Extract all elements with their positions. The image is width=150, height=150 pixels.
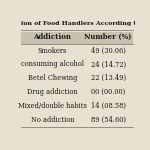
Text: Smokers: Smokers [38, 46, 67, 55]
Bar [21, 99, 133, 113]
Text: 00 (00.00): 00 (00.00) [91, 88, 125, 96]
Text: Number (%): Number (%) [84, 33, 132, 41]
Text: 89 (54.60): 89 (54.60) [91, 116, 126, 124]
Bar [21, 32, 133, 44]
Text: Drug addiction: Drug addiction [27, 88, 78, 96]
Text: Mixed/double habits: Mixed/double habits [18, 102, 87, 110]
Text: 14 (08.58): 14 (08.58) [91, 102, 126, 110]
Text: 22 (13.49): 22 (13.49) [91, 74, 126, 82]
Bar [21, 85, 133, 99]
Text: Addiction: Addiction [33, 33, 71, 41]
Text: 49 (30.06): 49 (30.06) [91, 46, 126, 55]
Bar [21, 71, 133, 85]
Text: Betel Chewing: Betel Chewing [28, 74, 77, 82]
Text: ion of Food Handlers According to their Hab: ion of Food Handlers According to their … [21, 21, 150, 26]
Text: consuming alcohol: consuming alcohol [21, 60, 84, 68]
Text: 24 (14.72): 24 (14.72) [91, 60, 126, 68]
Bar [21, 113, 133, 127]
Text: No addiction: No addiction [31, 116, 74, 124]
Bar [21, 57, 133, 71]
Bar [21, 44, 133, 57]
